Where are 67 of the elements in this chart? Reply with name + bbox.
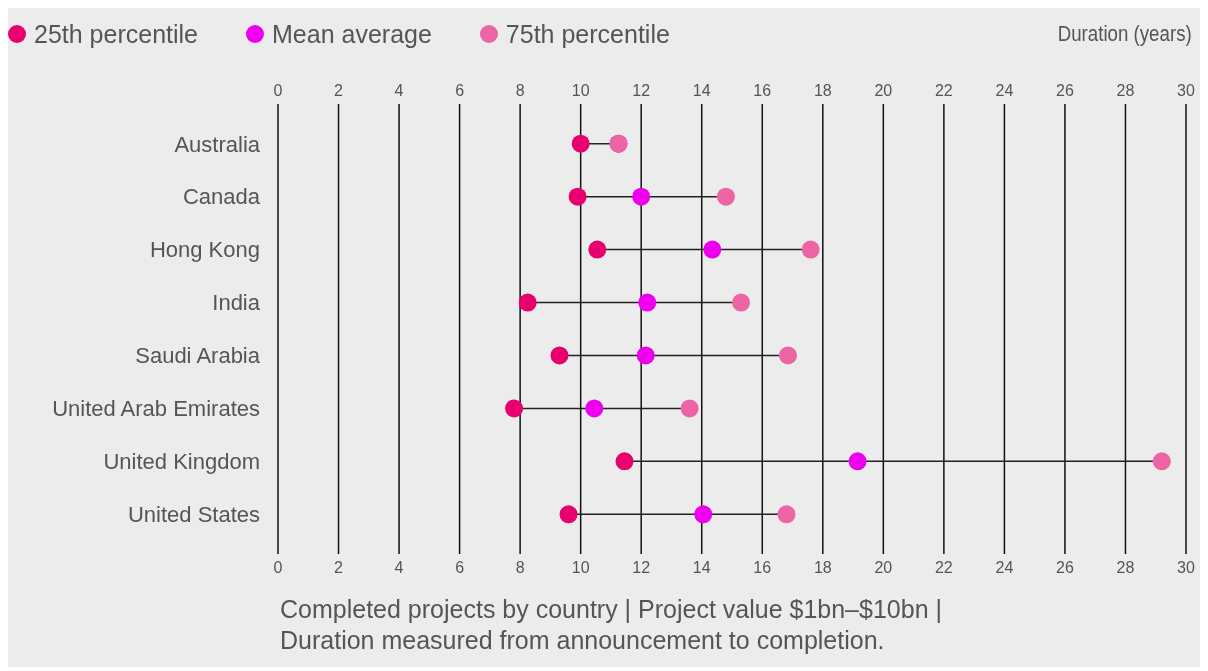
point [588, 240, 607, 259]
x2-tick-label: 8 [515, 82, 525, 99]
x2-tick-label: 26 [1056, 82, 1074, 99]
point [632, 187, 651, 206]
x2-tick-label: 20 [874, 82, 893, 99]
point [585, 399, 604, 418]
x2-tick-label: 16 [753, 82, 772, 99]
text: Completed projects by country | Project value $1bn–$10bn | Duration measured from announcement to completion. [280, 594, 943, 657]
x-tick-label: 6 [455, 559, 465, 577]
x2-tick-label: 6 [455, 82, 465, 99]
point [848, 452, 867, 471]
y-tick-label: India [212, 290, 261, 316]
point [550, 346, 569, 365]
x-tick-label: 28 [1116, 559, 1135, 577]
x-tick-label: 18 [813, 559, 832, 577]
x-axis-title: Duration (years) [1057, 21, 1192, 47]
y-tick-label: Canada [182, 184, 261, 210]
x-tick-label: 10 [571, 559, 590, 577]
x2-tick-label: 14 [692, 82, 711, 99]
point [518, 293, 537, 312]
legend-label: 25th percentile [34, 19, 199, 49]
x2-tick-label: 18 [813, 82, 832, 99]
point [703, 240, 722, 259]
y-tick-label: United States [127, 502, 260, 528]
y-tick-label: Australia [174, 131, 261, 157]
x-tick-label: 24 [995, 559, 1014, 577]
point [680, 399, 699, 418]
x2-tick-label: 24 [995, 82, 1014, 99]
point [505, 399, 524, 418]
x-tick-label: 16 [753, 559, 772, 577]
x-tick-label: 14 [692, 559, 711, 577]
x2-tick-label: 0 [273, 82, 283, 99]
y-tick-label: Saudi Arabia [135, 343, 261, 369]
point [801, 240, 820, 259]
x-tick-label: 2 [334, 559, 344, 577]
x-tick-label: 0 [273, 559, 283, 577]
point [1152, 452, 1171, 471]
x2-tick-label: 28 [1116, 82, 1135, 99]
point [716, 187, 735, 206]
x-tick-label: 8 [515, 559, 525, 577]
x-tick-label: 30 [1177, 559, 1195, 577]
x-tick-label: 22 [934, 559, 953, 577]
y-tick-label: United Kingdom [103, 449, 260, 475]
point [559, 505, 578, 524]
x2-tick-label: 12 [632, 82, 651, 99]
x2-tick-label: 4 [394, 82, 404, 99]
x-tick-label: 12 [632, 559, 651, 577]
y-tick-label: United Arab Emirates [52, 396, 260, 422]
legend-label: Mean average [272, 19, 432, 49]
point [778, 346, 797, 365]
point [732, 293, 751, 312]
y-tick-label: Hong Kong [149, 237, 260, 263]
point [694, 505, 713, 524]
point [636, 346, 655, 365]
x2-tick-label: 30 [1177, 82, 1195, 99]
legend-label: 75th percentile [505, 19, 670, 49]
point [571, 134, 590, 153]
x-tick-label: 4 [394, 559, 404, 577]
x-tick-label: 26 [1056, 559, 1074, 577]
point [615, 452, 634, 471]
point [568, 187, 587, 206]
point [638, 293, 657, 312]
x-tick-label: 20 [874, 559, 893, 577]
x2-tick-label: 2 [334, 82, 344, 99]
x2-tick-label: 22 [934, 82, 953, 99]
point [777, 505, 796, 524]
x2-tick-label: 10 [571, 82, 590, 99]
